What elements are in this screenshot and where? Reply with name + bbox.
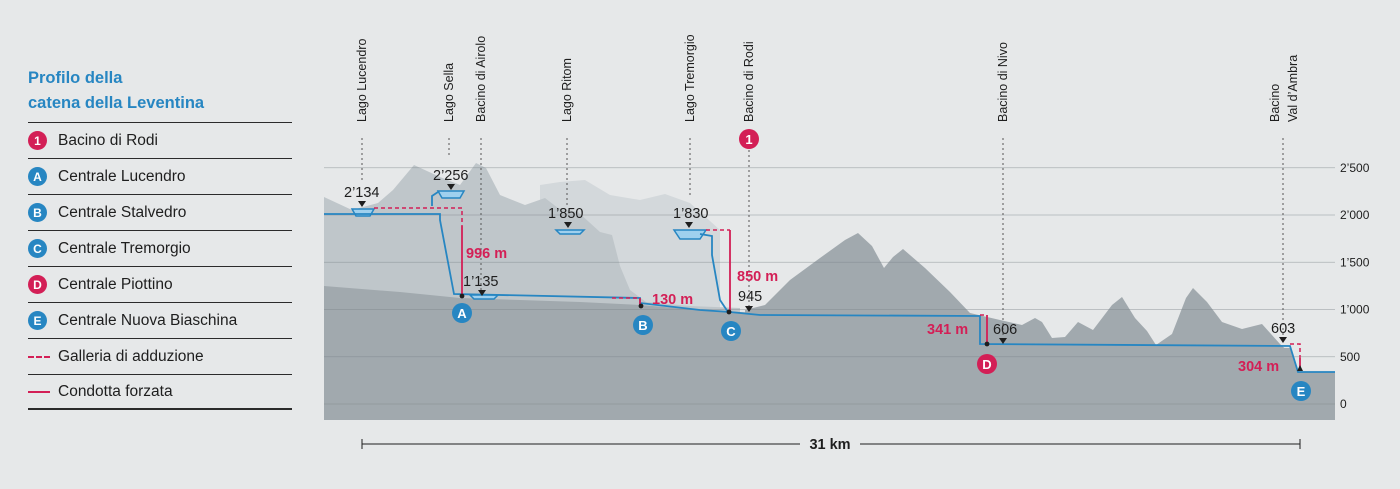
marker-b-badge: B bbox=[28, 203, 47, 222]
reservoir-sella bbox=[436, 190, 466, 199]
elevation-tick-label: 500 bbox=[1340, 350, 1360, 364]
elevation-label-nivo: 606 bbox=[993, 322, 1017, 338]
elevation-tick-label: 1’000 bbox=[1340, 303, 1370, 317]
label-lago-tremorgio: Lago Tremorgio bbox=[683, 34, 697, 122]
elevation-labels: 2’134 2’256 1’850 1’830 1’135 945 606 60… bbox=[344, 168, 1295, 338]
elevation-label-sella: 2’256 bbox=[433, 168, 468, 184]
head-label-341: 341 m bbox=[927, 322, 968, 338]
legend-item-galleria-adduzione: Galleria di adduzione bbox=[28, 338, 292, 374]
solid-line-icon bbox=[28, 390, 50, 393]
water-conduits bbox=[324, 191, 1335, 373]
svg-text:E: E bbox=[1297, 384, 1306, 399]
legend-item-centrale-nuova-biaschina: E Centrale Nuova Biaschina bbox=[28, 302, 292, 338]
legend-item-condotta-forzata: Condotta forzata bbox=[28, 374, 292, 410]
elevation-label-rodi: 945 bbox=[738, 289, 762, 305]
marker-1-badge: 1 bbox=[28, 131, 47, 150]
svg-text:1: 1 bbox=[745, 132, 752, 147]
legend-item-centrale-tremorgio: C Centrale Tremorgio bbox=[28, 230, 292, 266]
legend-item-label: Centrale Tremorgio bbox=[58, 239, 191, 257]
head-label-304: 304 m bbox=[1238, 359, 1279, 375]
legend-item-label: Galleria di adduzione bbox=[58, 347, 204, 365]
plant-marker-c: C bbox=[721, 321, 741, 341]
reservoir-tremorgio bbox=[672, 229, 708, 240]
legend-item-label: Bacino di Rodi bbox=[58, 131, 158, 149]
plant-marker-1: 1 bbox=[739, 129, 759, 149]
legend-item-label: Centrale Piottino bbox=[58, 275, 173, 293]
plant-marker-e: E bbox=[1291, 381, 1311, 401]
marker-c-badge: C bbox=[28, 239, 47, 258]
reservoir-lucendro bbox=[350, 208, 376, 217]
marker-d-badge: D bbox=[28, 275, 47, 294]
distance-scale bbox=[361, 439, 1301, 449]
elevation-tick-label: 0 bbox=[1340, 397, 1347, 411]
label-lago-sella: Lago Sella bbox=[442, 63, 456, 122]
legend-item-label: Centrale Stalvedro bbox=[58, 203, 187, 221]
head-label-130: 130 m bbox=[652, 292, 693, 308]
label-bacino-nivo: Bacino di Nivo bbox=[996, 42, 1010, 122]
reservoir-labels: Lago Lucendro Lago Sella Bacino di Airol… bbox=[355, 34, 1300, 122]
elevation-label-airolo: 1’135 bbox=[463, 274, 498, 290]
legend-item-label: Condotta forzata bbox=[58, 382, 173, 400]
label-lago-ritom: Lago Ritom bbox=[560, 58, 574, 122]
elevation-label-ritom: 1’850 bbox=[548, 206, 583, 222]
plant-location-dots bbox=[459, 293, 1303, 371]
label-bacino-rodi: Bacino di Rodi bbox=[742, 41, 756, 122]
marker-e-badge: E bbox=[28, 311, 47, 330]
legend-item-centrale-piottino: D Centrale Piottino bbox=[28, 266, 292, 302]
legend-item-centrale-lucendro: A Centrale Lucendro bbox=[28, 158, 292, 194]
gridlines bbox=[324, 167, 1335, 405]
plant-marker-b: B bbox=[633, 315, 653, 335]
head-label-850: 850 m bbox=[737, 269, 778, 285]
svg-text:B: B bbox=[638, 318, 647, 333]
svg-text:A: A bbox=[457, 306, 467, 321]
label-lago-lucendro: Lago Lucendro bbox=[355, 39, 369, 122]
elevation-tick-label: 1’500 bbox=[1340, 255, 1370, 269]
legend-title-line-1: Profilo della bbox=[28, 69, 123, 87]
label-bacino-val-ambra-2: Val d’Ambra bbox=[1286, 55, 1300, 122]
distance-label: 31 km bbox=[809, 437, 850, 453]
svg-text:D: D bbox=[982, 357, 991, 372]
galleria-adduzione bbox=[374, 207, 1301, 358]
legend-item-bacino-rodi: 1 Bacino di Rodi bbox=[28, 122, 292, 158]
label-bacino-airolo: Bacino di Airolo bbox=[474, 36, 488, 122]
elevation-label-val-ambra: 603 bbox=[1271, 321, 1295, 337]
legend-title-line-2: catena della Leventina bbox=[28, 94, 205, 112]
legend: Profilo della catena della Leventina 1 B… bbox=[28, 66, 292, 410]
legend-item-label: Centrale Nuova Biaschina bbox=[58, 311, 238, 329]
head-label-996: 996 m bbox=[466, 246, 507, 262]
terrain-foreground bbox=[324, 286, 1335, 420]
label-bacino-val-ambra-1: Bacino bbox=[1268, 84, 1282, 122]
plant-markers: A B C D E 1 bbox=[452, 129, 1311, 401]
legend-item-label: Centrale Lucendro bbox=[58, 167, 186, 185]
elevation-tick-label: 2’000 bbox=[1340, 208, 1370, 222]
condotta-forzata bbox=[461, 226, 1301, 371]
dashed-line-icon bbox=[28, 355, 50, 358]
reservoir-ritom bbox=[554, 229, 586, 235]
elevation-axis: 2’500 2’000 1’500 1’000 500 0 bbox=[1340, 161, 1370, 411]
head-labels: 996 m 850 m 130 m 341 m 304 m bbox=[466, 246, 1279, 375]
elevation-label-tremorgio: 1’830 bbox=[673, 206, 708, 222]
legend-item-centrale-stalvedro: B Centrale Stalvedro bbox=[28, 194, 292, 230]
level-markers bbox=[358, 184, 1287, 344]
svg-text:C: C bbox=[726, 324, 736, 339]
legend-title: Profilo della catena della Leventina bbox=[28, 66, 292, 116]
plant-marker-a: A bbox=[452, 303, 472, 323]
elevation-tick-label: 2’500 bbox=[1340, 161, 1370, 175]
marker-a-badge: A bbox=[28, 167, 47, 186]
leader-lines bbox=[361, 138, 1284, 337]
elevation-label-lucendro: 2’134 bbox=[344, 185, 379, 201]
plant-marker-d: D bbox=[977, 354, 997, 374]
